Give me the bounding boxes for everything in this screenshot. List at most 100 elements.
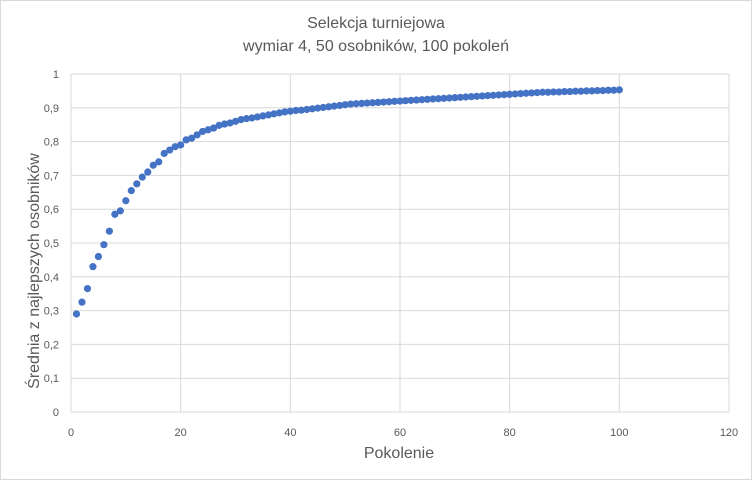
data-point xyxy=(368,99,377,107)
grid-layer xyxy=(71,73,730,412)
data-point xyxy=(396,97,404,105)
data-point xyxy=(138,173,146,181)
data-point xyxy=(462,93,470,101)
data-point xyxy=(204,126,212,134)
data-point xyxy=(89,263,97,271)
tick-layer: 0 0,1 0,2 0,3 0,4 0,5 0,6 0,7 0,8 0,9 1 0 20 40 60 80 10… xyxy=(44,69,738,439)
chart-subtitle: wymiar 4, 50 osobników, 100 pokoleń xyxy=(242,38,509,55)
data-point xyxy=(209,124,218,132)
data-point xyxy=(407,96,415,104)
data-point xyxy=(506,90,514,98)
y-tick-label: 0,4 xyxy=(44,272,59,284)
data-point xyxy=(111,210,119,218)
data-point xyxy=(593,86,602,95)
y-tick-label: 0,9 xyxy=(44,103,59,115)
data-point xyxy=(330,102,338,110)
data-point xyxy=(604,86,612,94)
x-tick-label: 0 xyxy=(68,427,74,439)
data-point xyxy=(610,86,618,94)
data-point xyxy=(94,252,103,261)
data-point xyxy=(560,87,569,96)
y-tick-label: 1 xyxy=(53,69,59,81)
data-point xyxy=(286,107,294,115)
x-tick-label: 20 xyxy=(175,427,187,439)
data-point xyxy=(385,98,393,106)
data-point xyxy=(429,95,437,103)
data-point xyxy=(544,88,552,96)
data-point xyxy=(456,93,464,101)
data-point xyxy=(182,136,190,144)
data-point xyxy=(215,121,223,129)
data-point xyxy=(155,158,163,166)
data-point xyxy=(489,91,497,99)
data-point xyxy=(533,88,541,97)
data-point xyxy=(248,114,256,122)
y-tick-label: 0,1 xyxy=(44,373,59,385)
data-point xyxy=(149,161,157,169)
data-point xyxy=(555,88,563,96)
data-point xyxy=(577,87,585,95)
data-point xyxy=(193,131,201,139)
data-point xyxy=(412,96,421,104)
data-point xyxy=(615,86,623,94)
data-point xyxy=(599,86,607,95)
data-point xyxy=(445,94,453,102)
data-point xyxy=(538,88,547,96)
data-point xyxy=(418,96,426,104)
data-point xyxy=(401,97,410,105)
data-point xyxy=(549,88,558,96)
data-point xyxy=(160,149,168,158)
y-tick-label: 0 xyxy=(53,407,59,419)
data-point xyxy=(314,104,322,112)
data-point xyxy=(511,90,519,98)
data-point xyxy=(347,100,355,108)
data-point xyxy=(133,180,141,188)
data-point xyxy=(105,227,113,235)
x-axis-title: Pokolenie xyxy=(364,445,434,462)
data-point xyxy=(588,87,596,95)
data-point xyxy=(341,101,349,109)
data-point xyxy=(308,105,316,113)
data-point xyxy=(231,117,240,125)
data-point xyxy=(116,207,124,215)
data-point xyxy=(484,92,492,100)
data-point xyxy=(220,120,229,128)
data-point xyxy=(319,103,327,112)
data-point xyxy=(478,92,486,100)
y-tick-label: 0,7 xyxy=(44,170,59,182)
data-point xyxy=(242,115,251,123)
data-point xyxy=(379,98,388,106)
data-point xyxy=(253,113,262,121)
y-tick-label: 0,3 xyxy=(44,306,59,318)
data-point xyxy=(528,89,536,97)
data-point xyxy=(434,95,442,103)
data-point xyxy=(83,285,92,293)
data-point xyxy=(297,106,305,114)
data-point xyxy=(259,112,267,120)
data-point xyxy=(517,90,525,98)
data-point xyxy=(352,100,360,108)
x-tick-label: 40 xyxy=(284,427,296,439)
axis-layer xyxy=(70,74,729,413)
data-point xyxy=(571,87,580,95)
data-point xyxy=(374,98,382,106)
data-point xyxy=(72,310,81,318)
data-point xyxy=(100,241,108,249)
data-point xyxy=(336,101,344,110)
data-point xyxy=(467,93,475,101)
x-tick-label: 120 xyxy=(720,427,738,439)
data-point xyxy=(500,91,508,99)
data-point xyxy=(325,103,333,111)
data-point xyxy=(303,105,311,114)
data-point xyxy=(270,110,278,118)
y-tick-label: 0,2 xyxy=(44,339,59,351)
data-point xyxy=(495,91,503,99)
data-point xyxy=(451,94,459,102)
y-tick-label: 0,6 xyxy=(44,204,59,216)
data-point xyxy=(199,127,207,136)
data-point xyxy=(78,298,86,306)
data-point xyxy=(281,108,289,116)
y-tick-label: 0,8 xyxy=(44,137,59,149)
